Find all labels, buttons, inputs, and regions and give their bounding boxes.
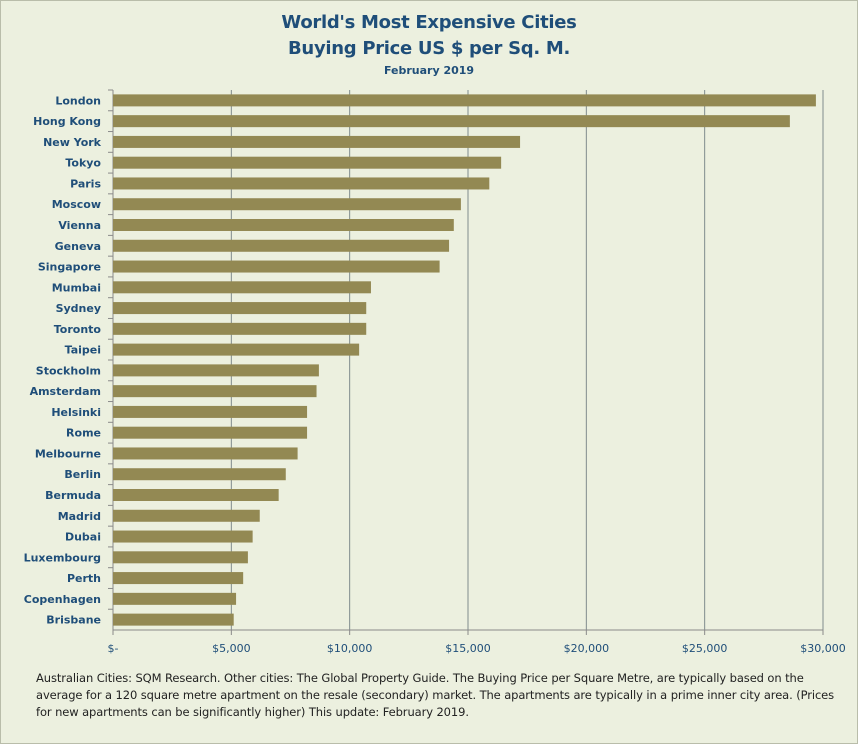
bar	[113, 405, 308, 418]
bar-chart: $- $5,000 $10,000 $15,000 $20,000 $25,000 $30,…	[24, 89, 846, 655]
category-label: Melbourne	[35, 447, 101, 460]
bar	[113, 530, 253, 543]
bar	[113, 239, 450, 252]
x-tick-label: $25,000	[682, 642, 728, 655]
bar	[113, 468, 286, 481]
bar	[113, 364, 319, 377]
bar	[113, 592, 237, 605]
bar	[113, 447, 298, 460]
x-tick-label: $10,000	[327, 642, 373, 655]
category-label: Helsinki	[51, 406, 101, 419]
category-label: Toronto	[54, 323, 102, 336]
bar	[113, 135, 521, 148]
bar	[113, 219, 454, 231]
bar	[113, 322, 367, 335]
bar	[113, 343, 360, 356]
chart-subtitle: February 2019	[383, 64, 475, 77]
bar	[113, 260, 440, 273]
category-label: Hong Kong	[33, 115, 101, 128]
chart-title: World's Most Expensive Cities	[281, 12, 577, 33]
category-label: Copenhagen	[24, 593, 101, 606]
bar	[113, 613, 234, 626]
category-label: Vienna	[58, 219, 101, 232]
bar	[113, 115, 790, 128]
category-label: Dubai	[65, 531, 101, 544]
bar	[113, 489, 279, 501]
bar	[113, 94, 816, 107]
bar	[113, 572, 244, 585]
bar	[113, 302, 367, 315]
bar	[113, 177, 490, 190]
category-label: Amsterdam	[30, 385, 101, 398]
category-label: Stockholm	[36, 364, 101, 377]
category-label: Taipei	[65, 344, 101, 357]
category-label: Geneva	[55, 240, 101, 253]
bar	[113, 156, 502, 169]
x-tick-label: $-	[108, 642, 119, 655]
category-label: Paris	[70, 177, 101, 190]
category-label: Singapore	[38, 261, 101, 274]
bar	[113, 281, 371, 294]
x-tick-label: $15,000	[445, 642, 491, 655]
x-tick-label: $30,000	[800, 642, 846, 655]
footnote: Australian Cities: SQM Research. Other c…	[36, 671, 835, 719]
category-label: Rome	[66, 427, 101, 440]
category-label: London	[55, 94, 101, 107]
category-label: Perth	[67, 572, 101, 585]
category-label: Moscow	[52, 198, 101, 211]
chart-title-line2: Buying Price US $ per Sq. M.	[288, 38, 570, 59]
category-label: Luxembourg	[24, 551, 101, 564]
category-label: Bermuda	[45, 489, 101, 502]
category-label: Brisbane	[46, 614, 101, 627]
x-tick-label: $5,000	[212, 642, 251, 655]
bar	[113, 198, 461, 211]
bar	[113, 426, 308, 439]
category-label: Sydney	[56, 302, 101, 315]
bar	[113, 385, 317, 398]
category-label: New York	[43, 136, 102, 149]
category-label: Berlin	[64, 468, 101, 481]
category-label: Madrid	[58, 510, 101, 523]
bar	[113, 509, 260, 522]
x-tick-label: $20,000	[564, 642, 610, 655]
category-label: Tokyo	[65, 157, 101, 170]
bar	[113, 551, 248, 564]
category-label: Mumbai	[52, 281, 101, 294]
